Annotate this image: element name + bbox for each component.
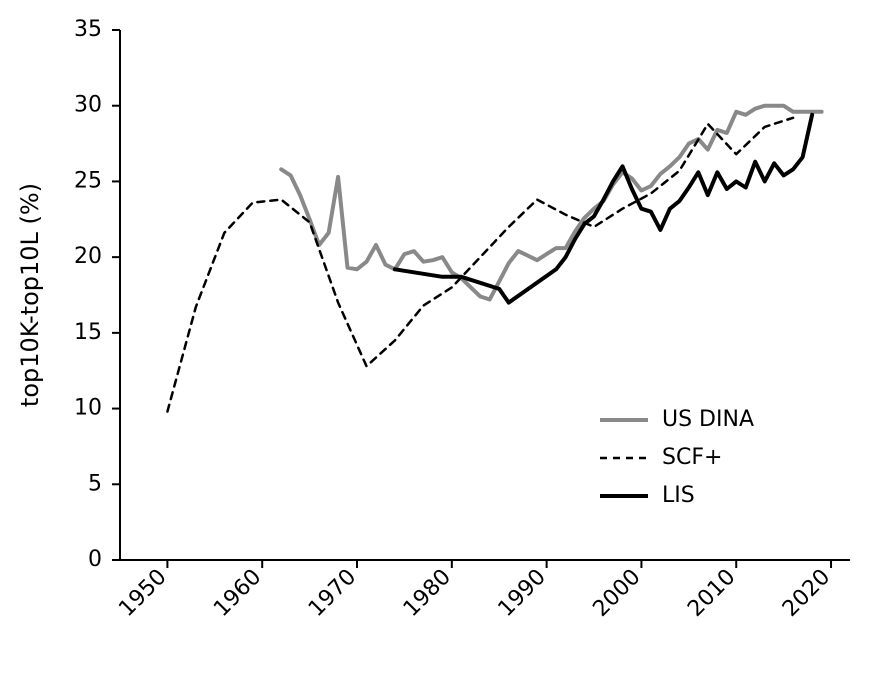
y-tick-label: 15: [74, 320, 102, 345]
y-tick-label: 0: [88, 547, 102, 572]
chart-svg: 0510152025303519501960197019801990200020…: [0, 0, 879, 689]
y-tick-label: 35: [74, 17, 102, 42]
legend-label: LIS: [662, 483, 695, 508]
y-tick-label: 20: [74, 244, 102, 269]
y-tick-label: 10: [74, 396, 102, 421]
y-tick-label: 5: [88, 471, 102, 496]
y-tick-label: 30: [74, 93, 102, 118]
line-chart: 0510152025303519501960197019801990200020…: [0, 0, 879, 689]
legend-label: US DINA: [662, 407, 754, 432]
y-axis-label: top10K-top10L (%): [16, 183, 44, 407]
y-tick-label: 25: [74, 168, 102, 193]
legend-label: SCF+: [662, 445, 722, 470]
